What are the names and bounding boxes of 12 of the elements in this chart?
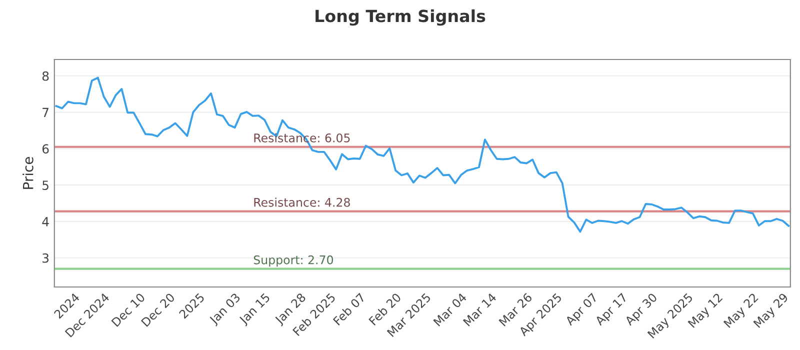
x-tick-label: Jan 15 bbox=[238, 292, 272, 326]
y-tick-label: 8 bbox=[42, 71, 49, 81]
y-tick-label: 5 bbox=[42, 180, 48, 190]
y-tick-label: 4 bbox=[42, 217, 49, 226]
chart-title: Long Term Signals bbox=[316, 9, 486, 26]
y-tick-label: 7 bbox=[42, 108, 48, 118]
y-tick-label: 6 bbox=[42, 144, 49, 154]
line-series bbox=[55, 76, 790, 233]
y-axis-title: Price bbox=[22, 157, 34, 189]
ref-line-label: Resistance: 4.28 bbox=[254, 198, 350, 207]
ref-line-label: Support: 2.70 bbox=[254, 255, 334, 267]
y-tick-label: 3 bbox=[42, 253, 49, 263]
